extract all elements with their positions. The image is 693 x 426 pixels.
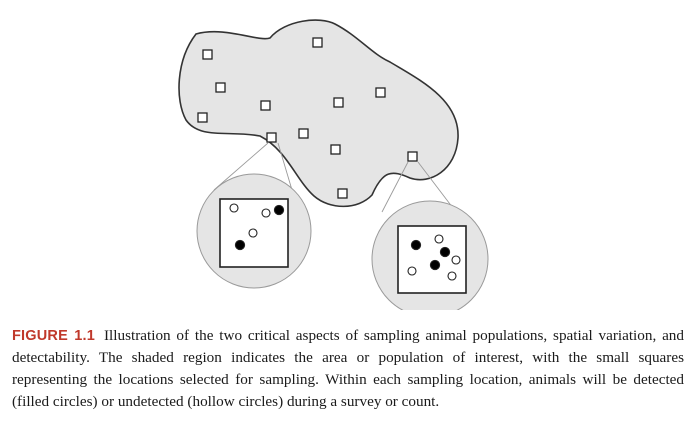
undetected-animal xyxy=(229,203,239,213)
detected-animal xyxy=(429,259,441,271)
undetected-animal xyxy=(407,266,417,276)
undetected-animal xyxy=(451,255,461,265)
zoom-line xyxy=(417,161,457,213)
sample-square xyxy=(375,87,386,98)
sample-square xyxy=(202,49,213,60)
sample-square xyxy=(215,82,226,93)
sample-square xyxy=(407,151,418,162)
detected-animal xyxy=(410,239,422,251)
sample-square xyxy=(337,188,348,199)
sample-square xyxy=(260,100,271,111)
zoom-line xyxy=(277,142,293,191)
sample-square xyxy=(266,132,277,143)
sample-square xyxy=(298,128,309,139)
caption-text: Illustration of the two critical aspects… xyxy=(12,327,684,410)
zoom-line xyxy=(213,142,269,191)
undetected-animal xyxy=(248,228,258,238)
detected-animal xyxy=(439,246,451,258)
sample-square xyxy=(330,144,341,155)
zoom-line xyxy=(381,161,409,213)
sampling-diagram xyxy=(178,19,489,310)
study-region xyxy=(178,19,459,208)
sample-square xyxy=(312,37,323,48)
figure-label: FIGURE 1.1 xyxy=(12,328,95,344)
undetected-animal xyxy=(434,234,444,244)
figure-caption: FIGURE 1.1 Illustration of the two critic… xyxy=(12,325,684,413)
undetected-animal xyxy=(261,208,271,218)
detected-animal xyxy=(273,204,285,216)
undetected-animal xyxy=(447,271,457,281)
sample-square xyxy=(197,112,208,123)
detected-animal xyxy=(234,239,246,251)
sample-square xyxy=(333,97,344,108)
